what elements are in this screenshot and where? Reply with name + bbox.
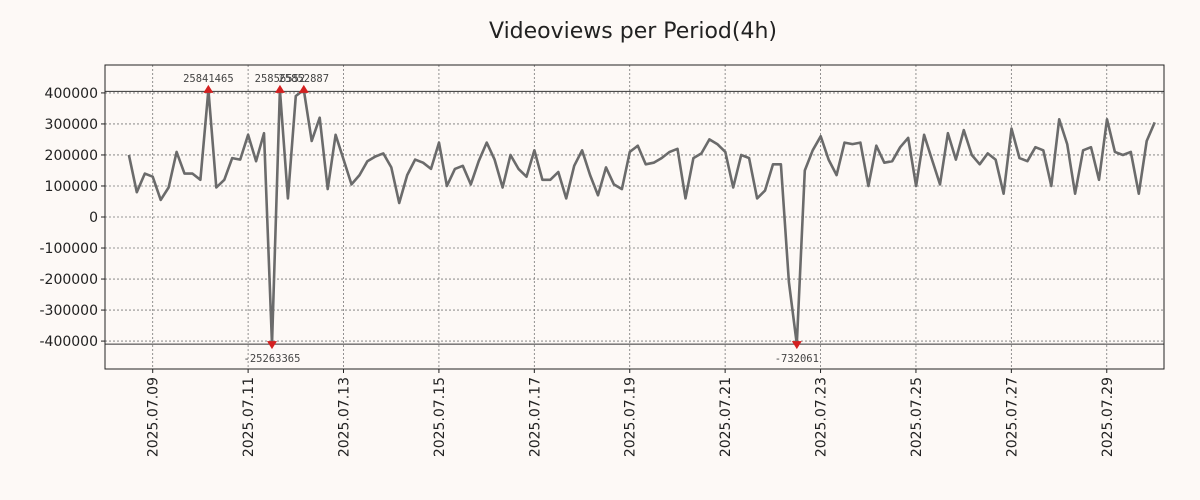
annotation-label: -25263365 — [244, 353, 301, 365]
x-tick-label: 2025.07.25 — [909, 377, 925, 457]
clip-lines — [105, 90, 1164, 345]
x-tick-label: 2025.07.29 — [1100, 377, 1116, 457]
y-tick-label: 200000 — [45, 148, 98, 164]
trough-marker — [266, 341, 277, 350]
x-tick-label: 2025.07.09 — [146, 377, 162, 457]
plot-frame — [104, 64, 1165, 370]
series-line — [127, 88, 1156, 346]
annotation-label: -732061 — [775, 353, 819, 365]
x-tick-label: 2025.07.27 — [1004, 377, 1020, 457]
annotation-label: 25852887 — [279, 73, 330, 85]
trough-marker — [791, 341, 802, 350]
y-axis: 400000 300000 200000 100000 0 -100000 -200000 -… — [40, 86, 105, 350]
y-tick-label: 100000 — [45, 179, 98, 195]
y-tick-label: 300000 — [45, 117, 98, 133]
peak-marker — [298, 84, 309, 93]
x-tick-label: 2025.07.23 — [814, 377, 830, 457]
x-axis: 2025.07.09 2025.07.11 2025.07.13 2025.07.15… — [146, 369, 1116, 457]
chart-title: Videoviews per Period(4h) — [489, 19, 777, 44]
x-tick-label: 2025.07.13 — [337, 377, 353, 457]
annotation-label: 25856552 — [255, 73, 306, 85]
x-tick-label: 2025.07.15 — [432, 377, 448, 457]
y-tick-label: -400000 — [40, 334, 99, 350]
y-tick-label: -100000 — [40, 241, 99, 257]
series-layer — [127, 88, 1156, 346]
peak-marker — [203, 84, 214, 93]
y-tick-label: 400000 — [45, 86, 98, 102]
grid-layer — [105, 65, 1164, 369]
x-tick-label: 2025.07.11 — [241, 377, 257, 457]
peak-marker — [274, 84, 285, 93]
y-tick-label: -300000 — [40, 303, 99, 319]
y-tick-label: -200000 — [40, 272, 99, 288]
x-tick-label: 2025.07.19 — [623, 377, 639, 457]
x-tick-label: 2025.07.21 — [718, 377, 734, 457]
annotation-label: 25841465 — [183, 73, 234, 85]
x-tick-label: 2025.07.17 — [527, 377, 543, 457]
y-tick-label: 0 — [89, 210, 98, 226]
